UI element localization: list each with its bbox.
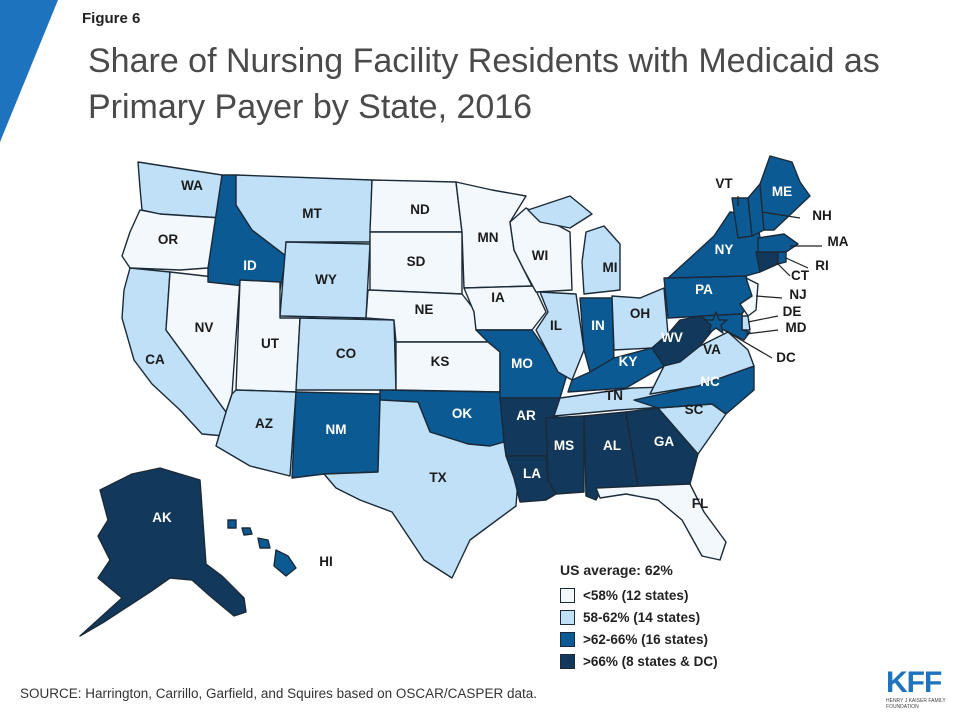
- state-MA[interactable]: [757, 233, 799, 253]
- legend-item-58-62: 58-62% (14 states): [560, 606, 718, 628]
- state-label-SD: SD: [407, 254, 426, 269]
- page-title: Share of Nursing Facility Residents with…: [88, 42, 880, 126]
- state-label-WY: WY: [315, 272, 337, 287]
- state-OR[interactable]: [121, 209, 223, 271]
- state-label-NV: NV: [195, 320, 214, 335]
- state-label-IN: IN: [591, 318, 605, 333]
- state-ME[interactable]: [759, 155, 811, 231]
- legend-label: <58% (12 states): [583, 587, 689, 603]
- logo-mark: KFF: [886, 666, 942, 699]
- state-label-ID: ID: [243, 258, 257, 273]
- state-label-NH: NH: [812, 208, 832, 223]
- us-map: WA OR CA NV ID MT WY UT AZ CO NM ND SD NE KS OK TX MN IA MO…: [79, 155, 849, 637]
- state-label-MS: MS: [554, 438, 574, 453]
- corner-accent: [0, 0, 58, 142]
- state-label-IA: IA: [491, 290, 505, 305]
- state-label-NM: NM: [326, 422, 347, 437]
- state-VA[interactable]: [649, 331, 755, 395]
- state-label-KY: KY: [619, 354, 638, 369]
- state-label-HI: HI: [319, 554, 333, 569]
- source-note: SOURCE: Harrington, Carrillo, Garfield, …: [20, 686, 537, 701]
- state-label-CT: CT: [791, 268, 810, 283]
- state-label-MD: MD: [786, 320, 807, 335]
- state-label-MT: MT: [302, 206, 322, 221]
- state-label-OR: OR: [158, 232, 179, 247]
- legend-item-lt58: <58% (12 states): [560, 584, 718, 606]
- legend-swatch: [560, 631, 575, 647]
- state-label-WV: WV: [661, 330, 683, 345]
- state-RI[interactable]: [777, 251, 787, 265]
- state-label-ME: ME: [772, 184, 792, 199]
- state-HI[interactable]: [273, 549, 297, 577]
- state-label-AL: AL: [603, 438, 621, 453]
- figure-label: Figure 6: [82, 10, 141, 27]
- kff-logo: KFF HENRY J KAISER FAMILY FOUNDATION: [886, 666, 948, 711]
- state-label-AR: AR: [516, 408, 536, 423]
- state-label-DC: DC: [776, 350, 796, 365]
- state-label-NC: NC: [700, 374, 720, 389]
- state-label-VT: VT: [715, 176, 733, 191]
- state-label-OH: OH: [630, 306, 650, 321]
- state-HI-maui[interactable]: [257, 537, 271, 549]
- state-label-FL: FL: [692, 496, 709, 511]
- state-label-CA: CA: [145, 352, 165, 367]
- legend: US average: 62% <58% (12 states) 58-62% …: [560, 562, 718, 672]
- state-label-IL: IL: [550, 318, 562, 333]
- state-TX[interactable]: [323, 399, 521, 579]
- state-label-AK: AK: [152, 510, 172, 525]
- state-label-WI: WI: [532, 248, 549, 263]
- state-label-TX: TX: [429, 470, 446, 485]
- legend-swatch: [560, 609, 575, 625]
- state-GA[interactable]: [625, 407, 699, 487]
- legend-label: >66% (8 states & DC): [583, 653, 718, 669]
- legend-swatch: [560, 587, 575, 603]
- state-label-RI: RI: [815, 258, 829, 273]
- state-label-LA: LA: [523, 466, 541, 481]
- logo-subtitle: HENRY J KAISER FAMILY FOUNDATION: [886, 698, 946, 710]
- state-MS[interactable]: [545, 415, 585, 495]
- state-label-AZ: AZ: [255, 416, 273, 431]
- state-label-ND: ND: [410, 202, 430, 217]
- state-label-DE: DE: [783, 304, 802, 319]
- state-FL[interactable]: [595, 483, 727, 561]
- state-label-WA: WA: [181, 178, 203, 193]
- state-IL[interactable]: [535, 291, 585, 381]
- state-MI[interactable]: [581, 225, 621, 295]
- state-DC[interactable]: [704, 311, 728, 334]
- state-label-GA: GA: [654, 434, 675, 449]
- state-label-CO: CO: [336, 346, 356, 361]
- state-CT[interactable]: [755, 251, 779, 273]
- state-label-NJ: NJ: [789, 287, 806, 302]
- state-MI-upper[interactable]: [527, 195, 593, 229]
- legend-label: >62-66% (16 states): [583, 631, 708, 647]
- state-label-MA: MA: [828, 234, 849, 249]
- state-label-MN: MN: [478, 230, 499, 245]
- state-IA[interactable]: [463, 285, 547, 331]
- state-label-UT: UT: [261, 336, 280, 351]
- state-DE[interactable]: [741, 315, 751, 331]
- state-label-TN: TN: [605, 388, 623, 403]
- state-label-MI: MI: [603, 260, 618, 275]
- state-WA[interactable]: [137, 161, 223, 219]
- state-label-KS: KS: [431, 354, 450, 369]
- legend-item-62-66: >62-66% (16 states): [560, 628, 718, 650]
- state-label-NE: NE: [415, 302, 434, 317]
- state-label-VA: VA: [703, 342, 721, 357]
- state-label-NY: NY: [715, 242, 734, 257]
- state-label-OK: OK: [452, 406, 473, 421]
- state-label-SC: SC: [685, 402, 704, 417]
- state-label-MO: MO: [511, 356, 533, 371]
- state-label-PA: PA: [695, 282, 713, 297]
- state-AK[interactable]: [79, 467, 247, 637]
- state-HI-oahu[interactable]: [241, 527, 253, 536]
- legend-swatch: [560, 653, 575, 669]
- leader-lines: [723, 196, 822, 359]
- state-HI-kauai[interactable]: [227, 519, 237, 529]
- legend-item-gt66: >66% (8 states & DC): [560, 650, 718, 672]
- legend-label: 58-62% (14 states): [583, 609, 701, 625]
- legend-title: US average: 62%: [560, 562, 673, 578]
